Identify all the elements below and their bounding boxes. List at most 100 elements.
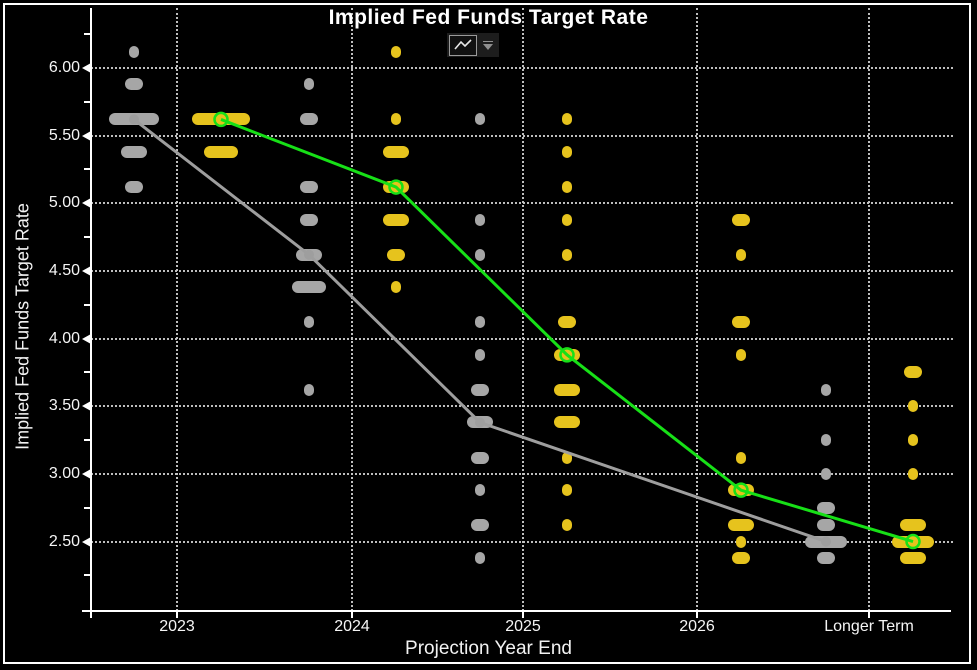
y-minor-tick bbox=[84, 236, 91, 239]
y-tick-arrow bbox=[82, 468, 91, 479]
dot-cluster bbox=[383, 181, 409, 194]
dot-cluster bbox=[736, 348, 746, 361]
x-tick-label: 2026 bbox=[679, 618, 715, 635]
dot-cluster bbox=[821, 434, 831, 447]
dot-cluster bbox=[736, 248, 746, 261]
x-tick-label: Longer Term bbox=[824, 618, 914, 635]
chart-title: Implied Fed Funds Target Rate bbox=[328, 6, 649, 29]
dot-cluster bbox=[475, 248, 485, 261]
dot-cluster bbox=[391, 45, 401, 58]
dot-cluster bbox=[129, 45, 139, 58]
chart-frame bbox=[3, 3, 971, 664]
dot-cluster bbox=[732, 213, 750, 226]
dot-cluster bbox=[562, 519, 572, 532]
dot-cluster bbox=[300, 181, 318, 194]
chart-type-button[interactable] bbox=[447, 33, 499, 57]
dot-cluster bbox=[554, 384, 580, 396]
dot-cluster bbox=[475, 213, 485, 226]
x-axis-line bbox=[82, 610, 951, 612]
y-tick-arrow bbox=[82, 333, 91, 344]
y-tick-arrow bbox=[82, 198, 91, 209]
y-minor-tick bbox=[84, 100, 91, 103]
v-gridline-2024 bbox=[351, 8, 353, 611]
dot-cluster bbox=[900, 551, 926, 564]
v-gridline-2026 bbox=[696, 8, 698, 611]
dot-cluster bbox=[383, 213, 409, 226]
dot-cluster bbox=[471, 519, 489, 532]
dot-cluster bbox=[554, 348, 580, 361]
x-tick-mark bbox=[522, 612, 524, 618]
dot-cluster bbox=[554, 416, 580, 429]
dot-cluster bbox=[805, 535, 847, 548]
dot-cluster bbox=[892, 535, 934, 548]
dot-cluster bbox=[387, 248, 405, 261]
dot-cluster bbox=[908, 400, 918, 413]
dot-cluster bbox=[821, 467, 831, 480]
chevron-down-icon[interactable] bbox=[480, 40, 493, 50]
dot-cluster bbox=[109, 113, 159, 126]
x-tick-mark bbox=[868, 612, 870, 618]
dot-cluster bbox=[817, 501, 835, 514]
dot-cluster bbox=[471, 384, 489, 396]
dot-cluster bbox=[300, 113, 318, 126]
dot-cluster bbox=[192, 113, 250, 126]
dot-cluster bbox=[562, 181, 572, 194]
dot-cluster bbox=[471, 451, 489, 464]
v-gridline-longer-term bbox=[868, 8, 870, 611]
dot-cluster bbox=[821, 384, 831, 396]
y-tick-arrow bbox=[82, 63, 91, 73]
x-tick-label: 2025 bbox=[505, 618, 541, 635]
dot-cluster bbox=[732, 551, 750, 564]
y-minor-tick bbox=[84, 371, 91, 374]
dot-cluster bbox=[292, 281, 326, 294]
y-tick-label: 3.50 bbox=[48, 397, 80, 415]
dot-cluster bbox=[204, 145, 238, 158]
y-minor-tick bbox=[84, 303, 91, 306]
v-gridline-2023 bbox=[176, 8, 178, 611]
line-chart-icon bbox=[449, 34, 477, 56]
dot-cluster bbox=[562, 451, 572, 464]
dot-cluster bbox=[475, 348, 485, 361]
y-tick-arrow bbox=[82, 401, 91, 412]
dot-cluster bbox=[383, 145, 409, 158]
dot-cluster bbox=[391, 281, 401, 294]
y-tick-label: 4.50 bbox=[48, 261, 80, 279]
dot-cluster bbox=[562, 213, 572, 226]
dot-cluster bbox=[908, 434, 918, 447]
x-tick-mark bbox=[351, 612, 353, 618]
y-tick-label: 2.50 bbox=[48, 532, 80, 550]
y-minor-tick bbox=[84, 506, 91, 509]
y-tick-label: 6.00 bbox=[48, 59, 80, 76]
dot-cluster bbox=[817, 551, 835, 564]
dot-cluster bbox=[908, 467, 918, 480]
y-tick-label: 3.00 bbox=[48, 464, 80, 482]
x-tick-mark bbox=[696, 612, 698, 618]
dot-cluster bbox=[732, 316, 750, 329]
dot-cluster bbox=[475, 316, 485, 329]
dot-cluster bbox=[304, 316, 314, 329]
dot-cluster bbox=[475, 484, 485, 497]
dot-cluster bbox=[562, 145, 572, 158]
dot-cluster bbox=[736, 451, 746, 464]
x-tick-mark bbox=[176, 612, 178, 618]
dot-cluster bbox=[904, 366, 922, 379]
dot-cluster bbox=[304, 78, 314, 91]
dot-cluster bbox=[736, 535, 746, 548]
y-tick-label: 5.50 bbox=[48, 126, 80, 144]
y-tick-arrow bbox=[82, 536, 91, 547]
dot-cluster bbox=[300, 213, 318, 226]
y-tick-arrow bbox=[82, 130, 91, 141]
dot-cluster bbox=[728, 519, 754, 532]
dot-cluster bbox=[467, 416, 493, 429]
dot-cluster bbox=[562, 484, 572, 497]
dot-cluster bbox=[558, 316, 576, 329]
y-axis-title: Implied Fed Funds Target Rate bbox=[12, 203, 33, 450]
dot-cluster bbox=[296, 248, 322, 261]
dot-cluster bbox=[728, 484, 754, 497]
x-tick-label: 2023 bbox=[159, 618, 195, 635]
y-minor-tick bbox=[84, 33, 91, 36]
y-tick-label: 4.00 bbox=[48, 329, 80, 347]
y-minor-tick bbox=[84, 168, 91, 171]
y-minor-tick bbox=[84, 574, 91, 577]
